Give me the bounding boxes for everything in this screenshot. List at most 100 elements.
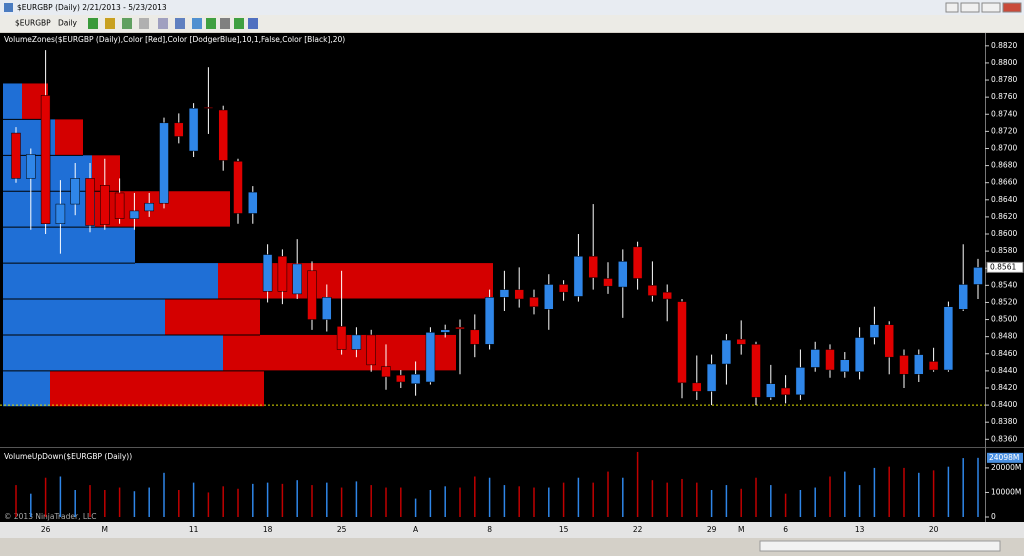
x-tick-label: 25 xyxy=(337,525,347,534)
candle-body xyxy=(410,374,421,384)
candle-body xyxy=(440,329,450,333)
y-tick-label: 0.8680 xyxy=(991,161,1017,170)
candle-body xyxy=(366,334,376,366)
instrument-selector[interactable]: $EURGBP xyxy=(15,19,51,28)
candle-body xyxy=(588,256,598,278)
x-tick-label: 6 xyxy=(783,525,788,534)
candle-body xyxy=(603,278,613,287)
zone-up xyxy=(3,370,50,407)
candle-body xyxy=(573,256,584,297)
zoomout-icon[interactable] xyxy=(175,18,185,29)
candle-body xyxy=(544,284,554,310)
candle-body xyxy=(218,109,228,161)
data-icon[interactable] xyxy=(234,18,244,29)
candle-body xyxy=(159,122,169,204)
candle-body xyxy=(11,132,21,179)
strategy-icon[interactable] xyxy=(206,18,216,29)
candle-body xyxy=(529,297,539,307)
x-tick-label: 20 xyxy=(929,525,939,534)
y-tick-label: 0.8400 xyxy=(991,400,1017,409)
candle-body xyxy=(351,334,362,350)
candle-body xyxy=(766,383,776,398)
props-icon[interactable] xyxy=(220,18,230,29)
candle-body xyxy=(558,284,569,293)
y-tick-label: 0.8720 xyxy=(991,126,1017,135)
y-tick-label: 20000M xyxy=(991,463,1021,472)
y-tick-label: 0.8740 xyxy=(991,109,1017,118)
candle-body xyxy=(810,349,820,368)
candle-body xyxy=(203,107,214,109)
y-tick-label: 0.8820 xyxy=(991,41,1017,50)
y-tick-label: 0.8760 xyxy=(991,92,1017,101)
app-icon xyxy=(4,3,13,12)
zone-down xyxy=(218,263,493,300)
y-tick-label: 0.8420 xyxy=(991,383,1017,392)
lock-button[interactable] xyxy=(945,2,959,13)
candle-body xyxy=(322,297,332,320)
candle-body xyxy=(262,254,273,292)
x-tick-label: 11 xyxy=(189,525,199,534)
y-tick-label: 0.8540 xyxy=(991,280,1017,289)
x-tick-label: 8 xyxy=(487,525,492,534)
zone-up xyxy=(3,227,135,264)
zone-down xyxy=(55,119,83,156)
title-bar xyxy=(0,0,1024,15)
candle-body xyxy=(884,324,894,358)
x-tick-label: 15 xyxy=(559,525,569,534)
close-button[interactable] xyxy=(1002,2,1022,13)
last-price-label: 0.8561 xyxy=(990,262,1016,271)
candle-body xyxy=(795,367,806,396)
candle-body xyxy=(396,374,406,383)
x-tick-label: 13 xyxy=(855,525,865,534)
draw-icon[interactable] xyxy=(105,18,115,29)
candle-body xyxy=(499,289,510,298)
candle-body xyxy=(248,191,258,214)
y-tick-label: 0 xyxy=(991,512,996,521)
candle-body xyxy=(26,154,36,179)
candle-body xyxy=(277,256,288,292)
candle-body xyxy=(70,178,80,205)
scroll-thumb[interactable] xyxy=(759,540,1001,552)
zoom-icon[interactable] xyxy=(158,18,168,29)
y-tick-label: 0.8360 xyxy=(991,434,1017,443)
last-volume-box xyxy=(987,452,1023,463)
maximize-button[interactable] xyxy=(981,2,1001,13)
candle-body xyxy=(869,324,880,338)
y-tick-label: 10000M xyxy=(991,487,1021,496)
minimize-button[interactable] xyxy=(960,2,980,13)
cross-icon[interactable] xyxy=(139,18,149,29)
y-tick-label: 0.8780 xyxy=(991,75,1017,84)
x-axis xyxy=(0,522,1024,538)
y-tick-label: 0.8380 xyxy=(991,417,1017,426)
panel-title: VolumeUpDown($EURGBP (Daily)) xyxy=(4,452,132,461)
x-tick-label: 18 xyxy=(263,525,273,534)
candle-body xyxy=(928,361,939,371)
y-tick-label: 0.8500 xyxy=(991,315,1017,324)
y-tick-label: 0.8700 xyxy=(991,143,1017,152)
candle-body xyxy=(840,359,850,372)
candle-body xyxy=(292,263,302,295)
zone-down xyxy=(50,370,264,407)
candle-body xyxy=(825,349,835,371)
candle-body xyxy=(854,337,865,372)
interval-selector[interactable]: Daily xyxy=(58,19,78,28)
candle-body xyxy=(144,202,154,212)
candle-body xyxy=(233,161,243,214)
y-tick-label: 0.8460 xyxy=(991,349,1017,358)
candle-body xyxy=(514,289,524,300)
x-tick-label: 22 xyxy=(633,525,643,534)
indicator-icon[interactable] xyxy=(192,18,202,29)
y-tick-label: 0.8480 xyxy=(991,332,1017,341)
y-tick-label: 0.8520 xyxy=(991,297,1017,306)
candle-body xyxy=(470,329,480,345)
candle-body xyxy=(40,95,51,224)
candle-body xyxy=(425,332,436,383)
candle-body xyxy=(188,108,199,152)
window-icon[interactable] xyxy=(248,18,258,29)
candle-body xyxy=(455,326,465,330)
candle-body xyxy=(914,354,924,375)
plot: 0.8360 0.8380 0.8400 0.8420 0.8440 0.8460 0.84… xyxy=(0,41,1024,534)
pen-icon[interactable] xyxy=(122,18,132,29)
bars-icon[interactable] xyxy=(88,18,98,29)
